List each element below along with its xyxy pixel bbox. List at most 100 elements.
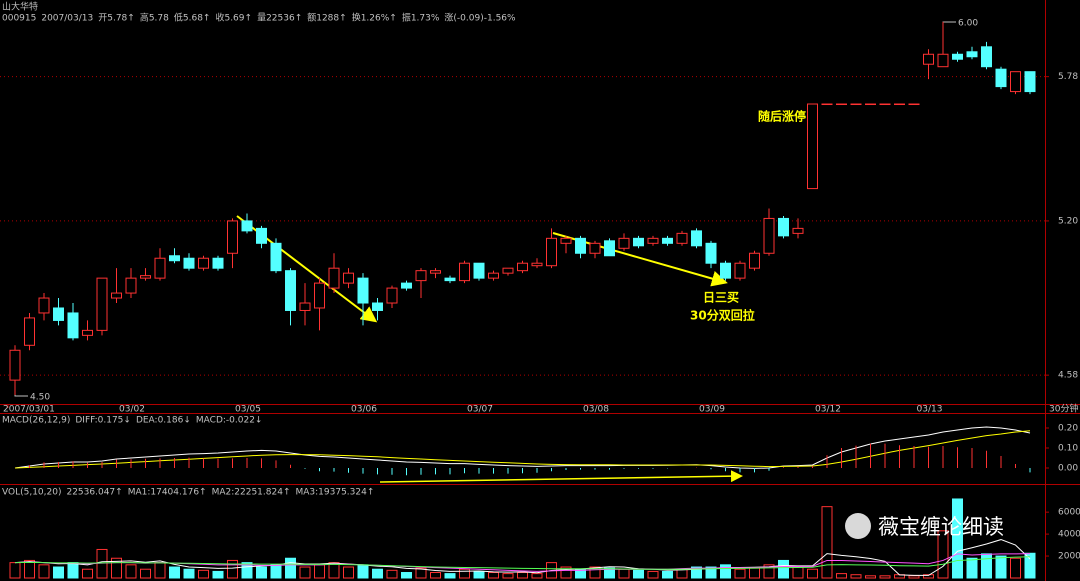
x-tick-label: 03/02: [119, 405, 145, 415]
volume-bar: [836, 573, 847, 579]
candle-body: [502, 267, 514, 274]
candle-body: [183, 257, 195, 269]
candle-body: [1010, 71, 1021, 93]
candle-body: [778, 217, 789, 237]
legend-entry: 000915: [2, 14, 36, 24]
candle-body: [923, 53, 934, 65]
volume-bar: [966, 557, 978, 579]
volume-bar: [314, 564, 325, 579]
candle-body: [270, 242, 282, 272]
volume-bar: [749, 567, 760, 579]
volume-bar: [734, 568, 746, 579]
legend-entry: 涨(-0.09)-1.56%: [444, 13, 516, 24]
legend-entry: VOL(5,10,20): [2, 488, 61, 498]
x-tick-label: 03/09: [699, 405, 725, 415]
candle-body: [38, 297, 50, 314]
watermark: 薇宝缠论细读: [845, 513, 1004, 539]
candle-body: [343, 272, 354, 284]
candle-body: [9, 349, 21, 381]
candle-body: [865, 103, 876, 106]
candle-body: [531, 262, 543, 267]
volume-bar: [415, 567, 427, 579]
candle-body: [763, 217, 775, 254]
y-tick-label: 60000: [1058, 508, 1080, 518]
volume-bar: [9, 562, 21, 579]
legend-entry: 22536.047↑: [66, 488, 122, 498]
volume-bar: [792, 566, 804, 579]
volume-bar: [38, 564, 50, 579]
volume-bar: [82, 568, 93, 579]
candle-body: [966, 51, 978, 58]
volume-bar: [183, 568, 195, 579]
annotation: 30分双回拉: [690, 308, 755, 323]
volume-bar: [865, 575, 876, 579]
candle-body: [575, 237, 586, 254]
candle-body: [807, 103, 818, 190]
candle-body: [459, 262, 470, 282]
volume-bar: [879, 575, 891, 579]
legend-entry: MA2:22251.824↑: [212, 488, 291, 498]
x-tick-label: 03/07: [467, 405, 493, 415]
candle-body: [67, 312, 79, 339]
candle-body: [589, 242, 601, 254]
legend-entry: 额1288↑: [307, 12, 346, 24]
volume-bar: [763, 564, 775, 579]
watermark-icon: [845, 513, 871, 539]
candle-body: [96, 277, 108, 331]
candle-body: [1024, 71, 1036, 93]
candle-body: [299, 302, 311, 311]
volume-bar: [227, 559, 238, 579]
volume-bar: [270, 564, 282, 579]
legend-entry: MA3:19375.324↑: [295, 488, 374, 498]
legend-entry: 低5.68↑: [174, 12, 211, 24]
legend-entry: 高5.78: [140, 12, 169, 24]
candle-body: [676, 232, 688, 244]
volume-bar: [1024, 552, 1036, 579]
volume-bar: [357, 564, 369, 579]
volume-bar: [372, 568, 383, 579]
candle-body: [169, 255, 180, 262]
y-tick-label: 40000: [1058, 530, 1080, 540]
candle-body: [720, 262, 731, 279]
volume-bar: [299, 566, 311, 579]
volume-bar: [647, 570, 659, 579]
volume-bar: [444, 573, 456, 579]
volume-bar: [1010, 557, 1021, 579]
legend-entry: 收5.69↑: [215, 12, 252, 24]
macd-line: [14, 426, 1031, 469]
candle-body: [952, 53, 963, 60]
candle-body: [894, 103, 905, 106]
volume-bar: [430, 572, 441, 579]
volume-bar: [198, 569, 209, 579]
candle-body: [415, 270, 427, 282]
candle-body: [285, 270, 296, 311]
candle-body: [357, 277, 369, 304]
candle-body: [995, 68, 1007, 88]
y-tick-label: 20000: [1058, 552, 1080, 562]
volume-bar: [386, 569, 398, 579]
watermark-text: 薇宝缠论细读: [878, 515, 1004, 539]
candle-body: [821, 103, 833, 106]
candle-body: [618, 237, 630, 249]
candle-body: [879, 103, 891, 106]
y-tick-label: 5.78: [1058, 72, 1078, 82]
candle-body: [328, 267, 340, 289]
volume-bar: [923, 574, 934, 579]
candle-body: [53, 307, 64, 321]
volume-bar: [256, 566, 267, 579]
candle-body: [908, 103, 920, 106]
legend-entry: DEA:0.186↓: [136, 416, 191, 426]
legend-entry: 量22536↑: [257, 13, 302, 24]
volume-bar: [67, 562, 79, 579]
volume-bar: [241, 562, 253, 579]
volume-bar: [908, 575, 920, 579]
volume-bar: [24, 559, 35, 579]
volume-bar: [154, 562, 166, 579]
volume-bar: [531, 573, 543, 579]
x-tick-label: 03/13: [917, 405, 943, 415]
annotation: 随后涨停: [758, 109, 806, 124]
candle-body: [560, 237, 572, 244]
volume-bar: [401, 572, 412, 579]
candle-body: [517, 262, 528, 272]
min-label: 4.50: [30, 393, 50, 403]
